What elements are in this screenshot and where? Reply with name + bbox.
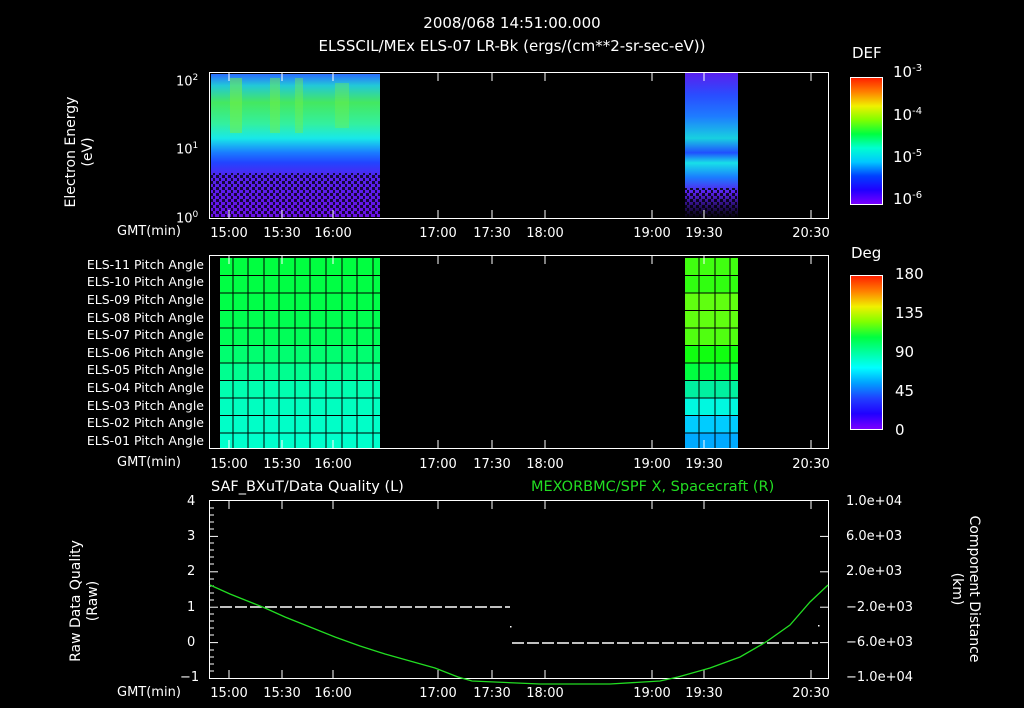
time-tick: 20:30 — [792, 226, 830, 241]
energy-spectrogram — [211, 73, 812, 218]
spacecraft-x-title: MEXORBMC/SPF X, Spacecraft (R) — [531, 479, 775, 495]
y-tick: 1.0e+04 — [846, 494, 903, 509]
def-colorbar-label-1e-4: 10-4 — [893, 106, 923, 124]
pitch-row-label: ELS-06 Pitch Angle — [86, 345, 204, 360]
def-colorbar-label-1e-3: 10-3 — [893, 63, 923, 81]
energy-tick-1e2: 102 — [176, 73, 199, 90]
energy-axis-label-line1: Electron Energy — [63, 96, 79, 208]
time-tick: 17:30 — [473, 686, 511, 701]
time-tick: 15:30 — [263, 226, 301, 241]
time-tick: 19:30 — [685, 686, 723, 701]
y-tick: 4 — [187, 494, 196, 509]
def-colorbar-label-1e-5: 10-5 — [893, 148, 923, 166]
pitch-angle-grid — [220, 256, 812, 448]
data-quality-axis-label-line1: Raw Data Quality — [68, 540, 84, 662]
plot-subtitle: ELSSCIL/MEx ELS-07 LR-Bk (ergs/(cm**2-sr… — [318, 37, 706, 55]
pitch-row-label: ELS-09 Pitch Angle — [86, 292, 204, 307]
data-quality-plot — [209, 501, 829, 685]
time-tick: 17:00 — [419, 686, 457, 701]
time-tick: 20:30 — [792, 457, 830, 472]
y-tick: −2.0e+03 — [846, 600, 913, 615]
y-tick: 6.0e+03 — [846, 529, 903, 544]
y-tick: −1 — [180, 670, 200, 685]
time-tick: 18:00 — [526, 457, 564, 472]
energy-tick-1e0: 100 — [176, 210, 199, 227]
pitch-row-label: ELS-10 Pitch Angle — [86, 274, 204, 289]
energy-axis-label: Electron Energy (eV) — [63, 62, 97, 242]
time-tick: 18:00 — [526, 226, 564, 241]
component-distance-axis-label-line1: Component Distance — [966, 515, 982, 663]
def-colorbar-label-1e-6: 10-6 — [893, 190, 923, 208]
deg-colorbar-label: 45 — [895, 382, 915, 400]
pitch-row-label: ELS-07 Pitch Angle — [86, 327, 204, 342]
data-quality-axis-label: Raw Data Quality (Raw) — [68, 511, 102, 691]
time-tick: 15:00 — [210, 226, 248, 241]
energy-tick-1e1: 101 — [176, 141, 199, 158]
def-colorbar-title: DEF — [852, 44, 882, 62]
pitch-row-label: ELS-02 Pitch Angle — [86, 415, 204, 430]
pitch-row-label: ELS-05 Pitch Angle — [86, 362, 204, 377]
plot-timestamp: 2008/068 14:51:00.000 — [423, 14, 601, 32]
def-colorbar — [850, 77, 883, 205]
y-tick: 2 — [187, 564, 196, 579]
pitch-row-label: ELS-04 Pitch Angle — [86, 380, 204, 395]
data-quality-axis-label-line2: (Raw) — [85, 580, 101, 622]
y-tick: −6.0e+03 — [846, 635, 913, 650]
time-tick: 15:30 — [263, 457, 301, 472]
pitch-row-label: ELS-11 Pitch Angle — [86, 257, 204, 272]
y-tick: −1.0e+04 — [846, 670, 913, 685]
spacecraft-x-trace — [209, 584, 829, 685]
time-tick: 15:30 — [263, 686, 301, 701]
y-tick: 0 — [187, 635, 196, 650]
deg-colorbar — [850, 275, 883, 430]
deg-colorbar-label: 180 — [895, 265, 924, 283]
component-distance-axis-label: Component Distance (km) — [948, 489, 982, 689]
time-tick: 18:00 — [526, 686, 564, 701]
time-axis-label: GMT(min) — [117, 685, 181, 700]
pitch-row-label: ELS-08 Pitch Angle — [86, 310, 204, 325]
time-tick: 16:00 — [314, 226, 352, 241]
time-axis-label: GMT(min) — [117, 455, 181, 470]
time-tick: 19:00 — [633, 457, 671, 472]
energy-spectrogram-panel — [209, 72, 829, 219]
y-tick: 3 — [187, 529, 196, 544]
deg-colorbar-label: 90 — [895, 343, 915, 361]
time-tick: 17:30 — [473, 457, 511, 472]
time-tick: 15:00 — [210, 686, 248, 701]
time-tick: 17:30 — [473, 226, 511, 241]
time-tick: 19:00 — [633, 226, 671, 241]
data-quality-panel — [209, 500, 829, 685]
time-tick: 17:00 — [419, 226, 457, 241]
pitch-angle-panel — [209, 255, 829, 449]
deg-colorbar-label: 0 — [895, 421, 905, 439]
time-tick: 15:00 — [210, 457, 248, 472]
deg-colorbar-title: Deg — [851, 244, 882, 262]
pitch-row-label: ELS-03 Pitch Angle — [86, 398, 204, 413]
y-tick: 2.0e+03 — [846, 564, 903, 579]
y-tick: 1 — [187, 600, 196, 615]
time-tick: 16:00 — [314, 686, 352, 701]
component-distance-axis-label-line2: (km) — [949, 572, 965, 606]
time-tick: 19:30 — [685, 226, 723, 241]
deg-colorbar-label: 135 — [895, 304, 924, 322]
time-tick: 16:00 — [314, 457, 352, 472]
time-axis-label: GMT(min) — [117, 224, 181, 239]
time-tick: 17:00 — [419, 457, 457, 472]
time-tick: 19:30 — [685, 457, 723, 472]
time-tick: 20:30 — [792, 686, 830, 701]
time-tick: 19:00 — [633, 686, 671, 701]
energy-axis-label-line2: (eV) — [80, 137, 96, 167]
data-quality-title: SAF_BXuT/Data Quality (L) — [211, 479, 404, 495]
pitch-row-label: ELS-01 Pitch Angle — [86, 433, 204, 448]
